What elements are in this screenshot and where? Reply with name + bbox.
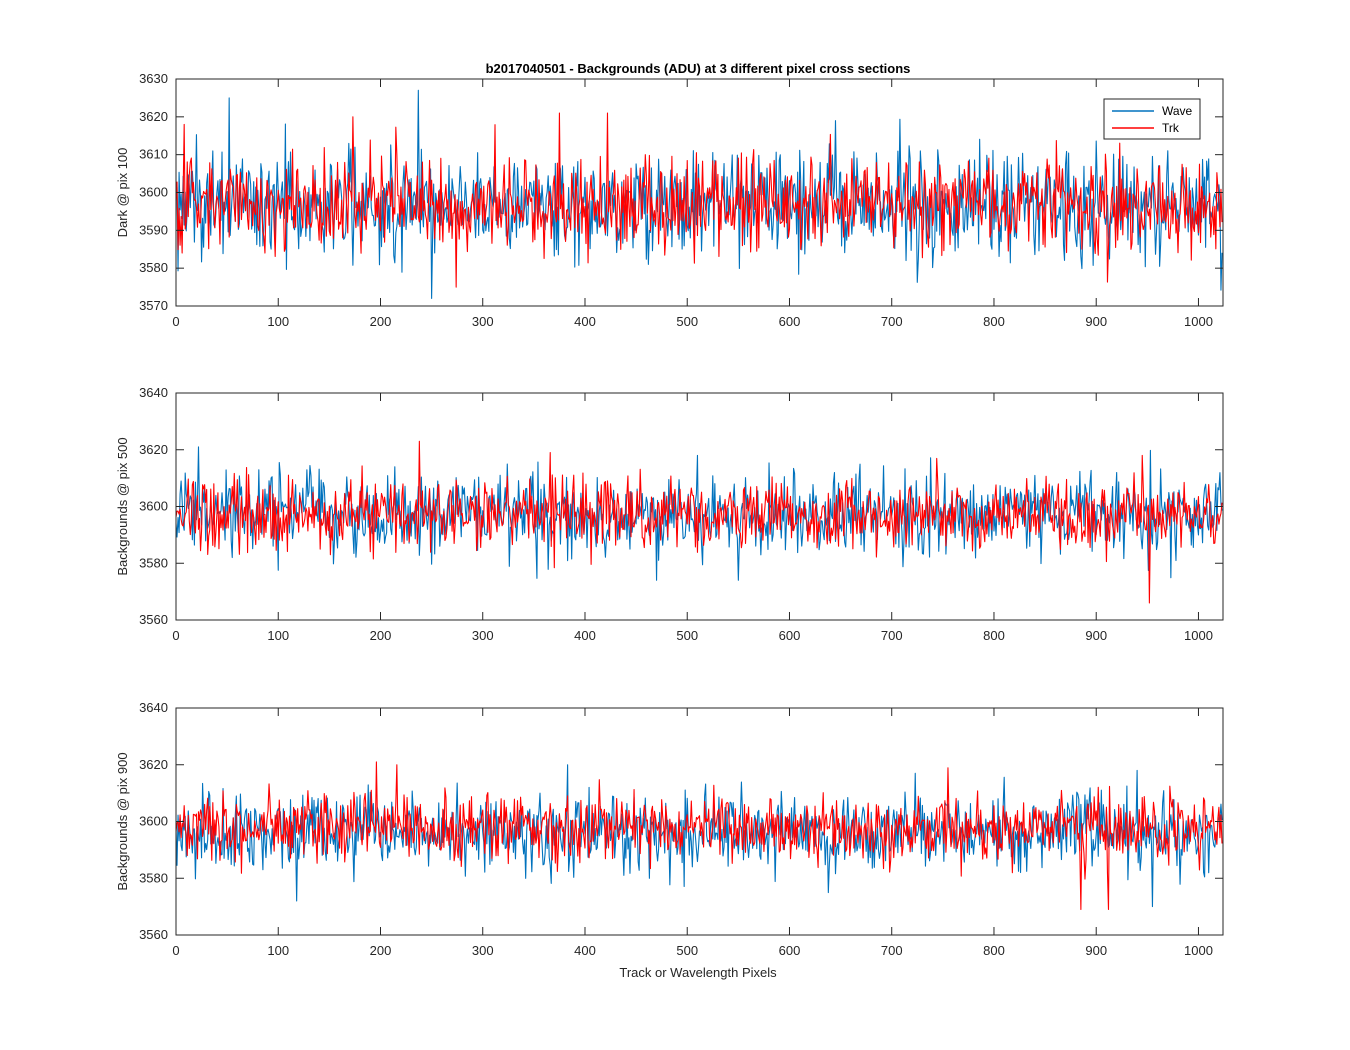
chart-title: b2017040501 - Backgrounds (ADU) at 3 dif… xyxy=(486,61,911,76)
x-tick-label: 1000 xyxy=(1184,314,1213,329)
y-axis-label: Backgrounds @ pix 500 xyxy=(115,437,130,575)
x-tick-label: 0 xyxy=(172,943,179,958)
legend-box xyxy=(1103,98,1201,140)
x-tick-label: 900 xyxy=(1085,943,1107,958)
y-tick-label: 3600 xyxy=(139,499,168,514)
x-tick-label: 600 xyxy=(779,943,801,958)
axes-container: 0 100 200 300 400 500 600 700 800 900 100035703580… xyxy=(115,71,1224,958)
y-tick-label: 3640 xyxy=(139,700,168,715)
legend: Wave Trk xyxy=(1103,98,1201,140)
subplot-2: 0 100 200 300 400 500 600 700 800 900 1000 3560 3580… xyxy=(115,385,1224,643)
x-tick-label: 800 xyxy=(983,943,1005,958)
x-tick-label: 400 xyxy=(574,314,596,329)
x-tick-label: 0 xyxy=(172,314,179,329)
x-tick-label: 1000 xyxy=(1184,943,1213,958)
x-tick-label: 800 xyxy=(983,314,1005,329)
y-tick-label: 3560 xyxy=(139,927,168,942)
x-tick-label: 700 xyxy=(881,314,903,329)
y-tick-label: 3640 xyxy=(139,385,168,400)
x-tick-label: 500 xyxy=(676,314,698,329)
x-tick-label: 100 xyxy=(267,628,289,643)
y-tick-label: 3560 xyxy=(139,612,168,627)
y-tick-label: 3630 xyxy=(139,71,168,86)
x-tick-label: 300 xyxy=(472,943,494,958)
y-tick-label: 3580 xyxy=(139,870,168,885)
series-line-wave xyxy=(175,89,1223,299)
series-line-trk xyxy=(175,440,1223,604)
x-tick-label: 100 xyxy=(267,314,289,329)
x-tick-label: 700 xyxy=(881,628,903,643)
x-tick-label: 900 xyxy=(1085,628,1107,643)
y-axis-label: Dark @ pix 100 xyxy=(115,148,130,238)
y-tick-label: 3610 xyxy=(139,147,168,162)
y-tick-label: 3570 xyxy=(139,298,168,313)
x-tick-label: 500 xyxy=(676,628,698,643)
y-axis-label: Backgrounds @ pix 900 xyxy=(115,752,130,890)
legend-label-trk: Trk xyxy=(1162,121,1180,135)
y-tick-label: 3620 xyxy=(139,442,168,457)
x-axis-label: Track or Wavelength Pixels xyxy=(619,965,777,980)
subplot-1: 0 100 200 300 400 500 600 700 800 900 1000 3570 3580… xyxy=(115,71,1224,329)
y-tick-label: 3620 xyxy=(139,109,168,124)
x-tick-label: 400 xyxy=(574,943,596,958)
x-tick-label: 500 xyxy=(676,943,698,958)
legend-label-wave: Wave xyxy=(1162,104,1193,118)
x-tick-label: 0 xyxy=(172,628,179,643)
y-tick-label: 3580 xyxy=(139,260,168,275)
subplot-3: 0 100 200 300 400 500 600 700 800 900 1000 3560 3580… xyxy=(115,700,1224,958)
x-tick-label: 600 xyxy=(779,628,801,643)
x-tick-label: 900 xyxy=(1085,314,1107,329)
series-line-trk xyxy=(175,112,1223,288)
x-tick-label: 200 xyxy=(370,628,392,643)
y-tick-label: 3600 xyxy=(139,185,168,200)
x-tick-label: 200 xyxy=(370,943,392,958)
x-tick-label: 300 xyxy=(472,314,494,329)
x-tick-label: 200 xyxy=(370,314,392,329)
y-tick-label: 3580 xyxy=(139,555,168,570)
series-line-trk xyxy=(175,761,1223,911)
y-tick-label: 3590 xyxy=(139,222,168,237)
x-tick-label: 600 xyxy=(779,314,801,329)
y-tick-label: 3600 xyxy=(139,814,168,829)
x-tick-label: 800 xyxy=(983,628,1005,643)
x-tick-label: 100 xyxy=(267,943,289,958)
x-tick-label: 300 xyxy=(472,628,494,643)
x-tick-label: 1000 xyxy=(1184,628,1213,643)
y-tick-label: 3620 xyxy=(139,757,168,772)
x-tick-label: 400 xyxy=(574,628,596,643)
x-tick-label: 700 xyxy=(881,943,903,958)
